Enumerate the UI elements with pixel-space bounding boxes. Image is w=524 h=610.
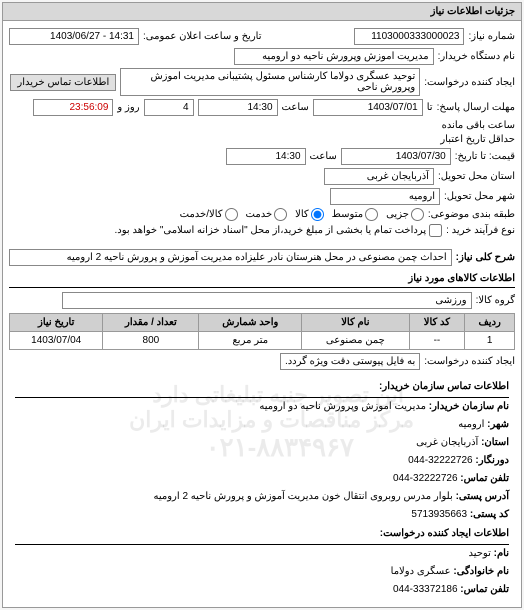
contact-phone-label: تلفن تماس: <box>460 473 509 484</box>
contact-address-label: آدرس پستی: <box>456 491 509 502</box>
requester-field: توحید عسگری دولاما کارشناس مسئول پشتیبان… <box>120 68 420 96</box>
goods-table: ردیف کد کالا نام کالا واحد شمارش تعداد /… <box>9 313 515 350</box>
org-name-value: مدیریت اموزش وپرورش ناحیه دو ارومیه <box>259 401 426 412</box>
type-radio-group: جزیی متوسط کالا خدمت کالا/خدمت <box>180 208 424 221</box>
col-date: تاریخ نیاز <box>10 314 103 332</box>
org-name-label: نام سازمان خریدار: <box>429 401 509 412</box>
announce-label: تاریخ و ساعت اعلان عمومی: <box>143 31 262 42</box>
radio-goods-service-label: کالا/خدمت <box>180 209 223 220</box>
desc-label: شرح کلی نیاز: <box>456 252 515 263</box>
type-label: طبقه بندی موضوعی: <box>428 209 515 220</box>
contact-phone-value: 32222726-044 <box>393 473 458 484</box>
city-field: ارومیه <box>330 188 440 205</box>
deadline-time-field: 14:30 <box>198 99 278 116</box>
days-label: روز و <box>117 102 139 113</box>
cell-qty: 800 <box>103 332 199 350</box>
panel-title: جزئیات اطلاعات نیاز <box>3 3 521 21</box>
radio-service[interactable] <box>274 208 287 221</box>
cell-row: 1 <box>465 332 515 350</box>
price-to-label: قیمت: تا تاریخ: <box>455 151 515 162</box>
days-left-field: 4 <box>144 99 194 116</box>
col-row: ردیف <box>465 314 515 332</box>
table-row: 1 -- چمن مصنوعی متر مربع 800 1403/07/04 <box>10 332 515 350</box>
cell-name: چمن مصنوعی <box>302 332 409 350</box>
deadline-ta: تا <box>427 102 433 113</box>
contact-org-title: اطلاعات تماس سازمان خریدار: <box>15 377 509 398</box>
contact-name-value: توحید <box>468 548 490 559</box>
goods-section-title: اطلاعات کالاهای مورد نیاز <box>9 270 515 288</box>
price-time-field: 14:30 <box>226 148 306 165</box>
radio-goods[interactable] <box>311 208 324 221</box>
contact-surname-label: نام خانوادگی: <box>453 566 509 577</box>
contact-postcode-label: کد پستی: <box>470 509 509 520</box>
contact-province-label: استان: <box>481 437 509 448</box>
city-label: شهر محل تحویل: <box>444 191 515 202</box>
validity-label: حداقل تاریخ اعتبار <box>440 134 515 145</box>
contact-reqphone-value: 33372186-044 <box>393 584 458 595</box>
radio-partial[interactable] <box>411 208 424 221</box>
contact-surname-value: عسگری دولاما <box>391 566 451 577</box>
remaining-label: ساعت باقی مانده <box>442 120 515 131</box>
radio-service-label: خدمت <box>246 209 273 220</box>
buyer-org-field: مدیریت اموزش وپرورش ناحیه دو ارومیه <box>234 48 434 65</box>
col-unit: واحد شمارش <box>199 314 302 332</box>
province-label: استان محل تحویل: <box>438 171 515 182</box>
main-panel: جزئیات اطلاعات نیاز شماره نیاز: 11030003… <box>2 2 522 608</box>
time-label-2: ساعت <box>310 151 337 162</box>
contact-city-label: شهر: <box>487 419 509 430</box>
requester-label-2: ایجاد کننده درخواست: <box>424 356 515 367</box>
buyer-org-label: نام دستگاه خریدار: <box>438 51 515 62</box>
contact-address-value: بلوار مدرس روبروی انتقال خون مدیریت آموز… <box>153 491 452 502</box>
contact-fax-value: 32222726-044 <box>408 455 473 466</box>
cell-code: -- <box>409 332 465 350</box>
req-no-field: 1103000333000023 <box>354 28 464 45</box>
req-no-label: شماره نیاز: <box>468 31 515 42</box>
col-qty: تعداد / مقدار <box>103 314 199 332</box>
announce-field: 14:31 - 1403/06/27 <box>9 28 139 45</box>
process-label: نوع فرآیند خرید : <box>446 225 515 236</box>
buyer-contact-button[interactable]: اطلاعات تماس خریدار <box>10 74 116 91</box>
requester-label: ایجاد کننده درخواست: <box>424 77 515 88</box>
goods-group-label: گروه کالا: <box>476 295 515 306</box>
cell-unit: متر مربع <box>199 332 302 350</box>
province-field: آذربایجان غربی <box>324 168 434 185</box>
col-code: کد کالا <box>409 314 465 332</box>
contact-city-value: ارومیه <box>458 419 484 430</box>
radio-goods-service[interactable] <box>225 208 238 221</box>
contact-reqphone-label: تلفن تماس: <box>460 584 509 595</box>
contact-postcode-value: 5713935663 <box>411 509 467 520</box>
goods-group-field: ورزشی <box>62 292 472 309</box>
process-checkbox[interactable] <box>429 224 442 237</box>
radio-goods-label: کالا <box>295 209 309 220</box>
cell-date: 1403/07/04 <box>10 332 103 350</box>
remaining-time-field: 23:56:09 <box>33 99 113 116</box>
radio-partial-label: جزیی <box>386 209 409 220</box>
deadline-label: مهلت ارسال پاسخ: <box>437 102 515 113</box>
radio-mid[interactable] <box>365 208 378 221</box>
contact-block: اطلاعات تماس سازمان خریدار: نام سازمان خ… <box>9 373 515 603</box>
deadline-date-field: 1403/07/01 <box>313 99 423 116</box>
contact-name-label: نام: <box>494 548 509 559</box>
radio-mid-label: متوسط <box>332 209 363 220</box>
process-note: پرداخت تمام یا بخشی از مبلغ خرید،از محل … <box>115 225 427 236</box>
price-date-field: 1403/07/30 <box>341 148 451 165</box>
contact-fax-label: دورنگار: <box>475 455 509 466</box>
contact-province-value: آذربایجان غربی <box>416 437 478 448</box>
contact-requester-title: اطلاعات ایجاد کننده درخواست: <box>15 524 509 545</box>
attach-note-field: به فایل پیوستی دقت ویژه گردد. <box>280 353 420 370</box>
desc-field: احداث چمن مصنوعی در محل هنرستان نادر علی… <box>9 249 452 266</box>
time-label-1: ساعت <box>282 102 309 113</box>
col-name: نام کالا <box>302 314 409 332</box>
